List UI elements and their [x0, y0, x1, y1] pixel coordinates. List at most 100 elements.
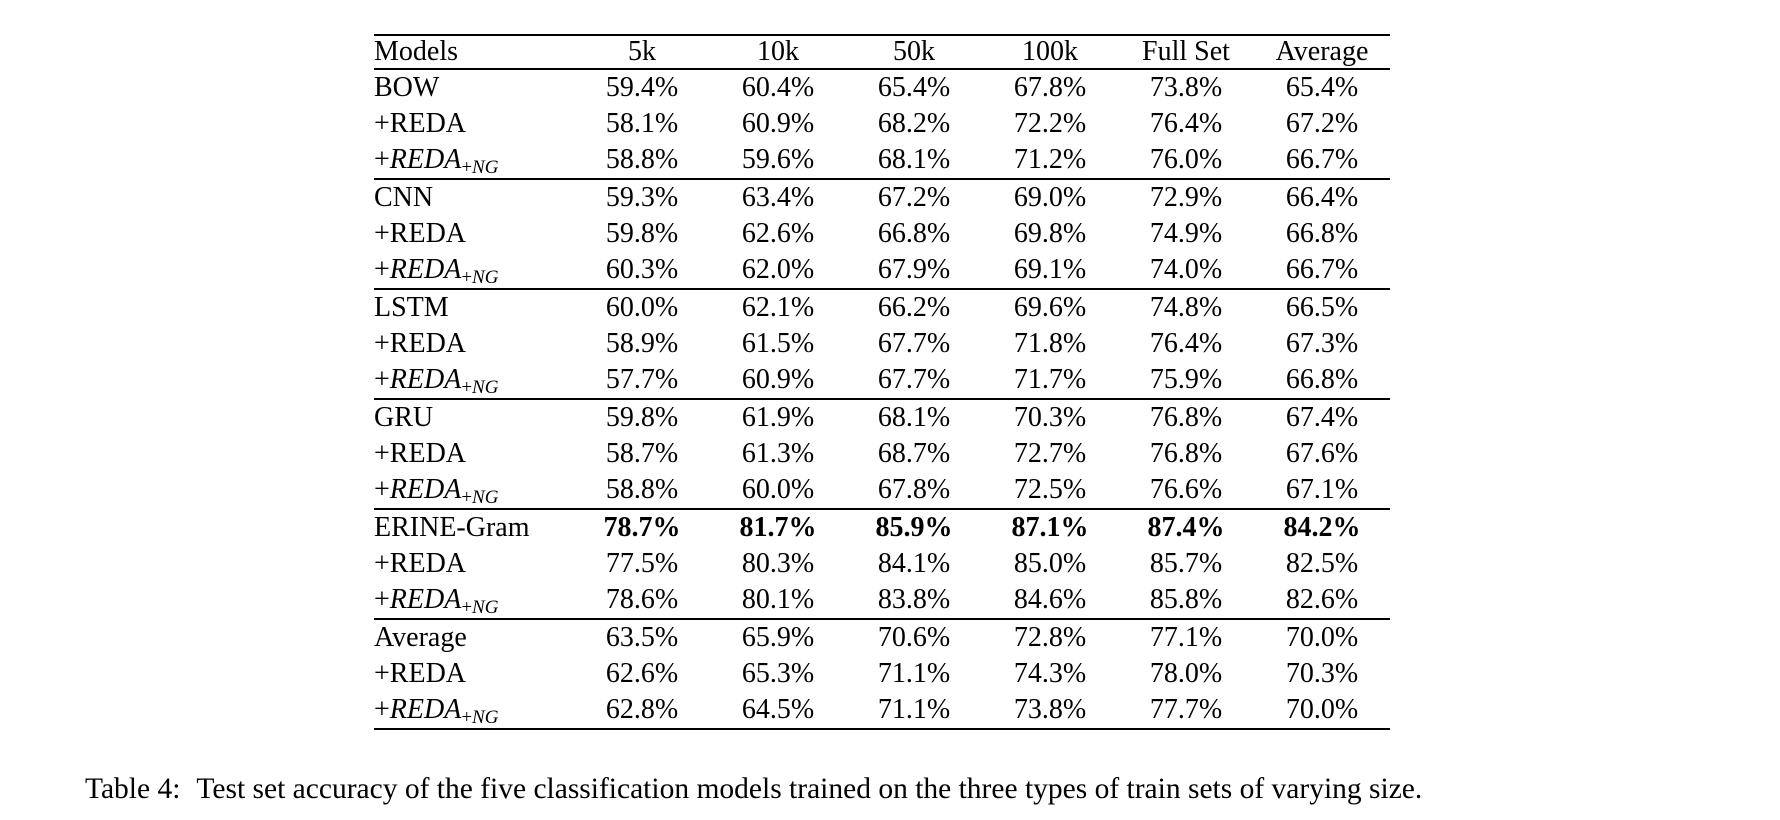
table-row: +REDA+NG 78.6% 80.1% 83.8% 84.6% 85.8% 82.6% [374, 582, 1390, 619]
model-label-cell: +REDA [374, 216, 574, 252]
value-cell: 68.2% [877, 108, 951, 139]
model-label-cell: +REDA [374, 326, 574, 362]
math-sub-text: NG [472, 487, 499, 509]
math-sub-plus-sign: + [461, 267, 473, 289]
value-cell: 61.9% [710, 398, 846, 436]
math-sub-plus-sign: + [461, 487, 473, 509]
value-cell: 58.8% [605, 144, 679, 175]
value-cell: 69.1% [1013, 254, 1087, 285]
value-cell: 82.6% [1285, 584, 1359, 615]
value-cell: 84.1% [877, 548, 951, 579]
value-cell: 76.4% [1149, 328, 1223, 359]
value-cell: 66.4% [1254, 178, 1390, 216]
value-cell: 84.6% [1013, 584, 1087, 615]
table-row: BOW 59.4% 60.4% 65.4% 67.8% 73.8% 65.4% [374, 68, 1390, 106]
value-cell: 70.3% [982, 398, 1118, 436]
value-cell: 68.7% [877, 438, 951, 469]
value-cell: 61.5% [741, 328, 815, 359]
column-header-50k: 50k [846, 34, 982, 70]
value-cell: 76.8% [1149, 438, 1223, 469]
math-sub-plus-sign: + [461, 157, 473, 179]
table-row: LSTM 60.0% 62.1% 66.2% 69.6% 74.8% 66.5% [374, 288, 1390, 326]
value-cell: 72.5% [1013, 474, 1087, 505]
math-sub-plus-sign: + [461, 707, 473, 729]
value-cell: 76.4% [1149, 108, 1223, 139]
value-cell: 59.4% [574, 68, 710, 106]
model-label: BOW [374, 72, 440, 103]
value-cell: 66.2% [846, 288, 982, 326]
table-row: +REDA+NG 60.3% 62.0% 67.9% 69.1% 74.0% 66.7% [374, 252, 1390, 289]
value-cell: 70.3% [1285, 658, 1359, 689]
table-row: +REDA+NG 62.8% 64.5% 71.1% 73.8% 77.7% 70.0% [374, 692, 1390, 730]
value-cell: 85.7% [1149, 548, 1223, 579]
value-cell: 59.3% [574, 178, 710, 216]
value-cell: 62.1% [710, 288, 846, 326]
model-label-cell: CNN [374, 178, 574, 216]
table-body: BOW 59.4% 60.4% 65.4% 67.8% 73.8% 65.4% +REDA 58… [374, 68, 1390, 730]
column-header-100k: 100k [982, 34, 1118, 70]
value-cell: 67.9% [877, 254, 951, 285]
math-plus-sign: + [374, 584, 390, 615]
model-label: CNN [374, 182, 434, 213]
math-label-main: REDA [389, 584, 462, 615]
column-header-full-set: Full Set [1118, 34, 1254, 70]
value-cell: 77.7% [1118, 692, 1254, 730]
value-cell: 68.1% [846, 398, 982, 436]
value-cell: 67.2% [1285, 108, 1359, 139]
model-label: +REDA [374, 658, 467, 689]
value-cell: 69.8% [1013, 218, 1087, 249]
value-cell: 65.9% [710, 618, 846, 656]
value-cell: 59.8% [574, 398, 710, 436]
model-label: +REDA [374, 218, 467, 249]
value-cell: 87.4% [1118, 508, 1254, 546]
value-cell: 63.4% [710, 178, 846, 216]
value-cell: 60.9% [741, 108, 815, 139]
value-cell: 67.7% [877, 328, 951, 359]
value-cell: 64.5% [710, 692, 846, 730]
value-cell: 67.6% [1285, 438, 1359, 469]
value-cell: 60.4% [710, 68, 846, 106]
math-plus-sign: + [374, 144, 390, 175]
math-sub-plus-sign: + [461, 377, 473, 399]
value-cell: 83.8% [877, 584, 951, 615]
model-label-cell: LSTM [374, 288, 574, 326]
value-cell: 78.7% [574, 508, 710, 546]
model-label-cell: ERINE-Gram [374, 508, 574, 546]
value-cell: 78.0% [1149, 658, 1223, 689]
value-cell: 73.8% [982, 692, 1118, 730]
value-cell: 71.1% [846, 692, 982, 730]
value-cell: 75.9% [1149, 364, 1223, 395]
value-cell: 76.6% [1149, 474, 1223, 505]
value-cell: 70.0% [1254, 618, 1390, 656]
value-cell: 77.5% [605, 548, 679, 579]
model-label-cell: +REDA+NG [374, 252, 574, 289]
math-plus-sign: + [374, 364, 390, 395]
value-cell: 59.6% [741, 144, 815, 175]
model-label-cell: +REDA+NG [374, 362, 574, 399]
value-cell: 74.8% [1118, 288, 1254, 326]
model-label: Average [374, 622, 467, 653]
math-label-main: REDA [389, 474, 462, 505]
value-cell: 63.5% [574, 618, 710, 656]
model-label: +REDA [374, 328, 467, 359]
value-cell: 62.8% [574, 692, 710, 730]
value-cell: 85.8% [1149, 584, 1223, 615]
value-cell: 76.0% [1149, 144, 1223, 175]
math-plus-sign: + [374, 254, 390, 285]
model-label-cell: BOW [374, 68, 574, 106]
value-cell: 78.6% [605, 584, 679, 615]
value-cell: 87.1% [982, 508, 1118, 546]
value-cell: 60.0% [574, 288, 710, 326]
value-cell: 58.9% [605, 328, 679, 359]
value-cell: 66.8% [1285, 364, 1359, 395]
header-row: Models 5k 10k 50k 100k Full Set Average [374, 34, 1390, 70]
table-row: ERINE-Gram 78.7% 81.7% 85.9% 87.1% 87.4% 84.2% [374, 508, 1390, 546]
value-cell: 59.8% [605, 218, 679, 249]
math-sub-text: NG [472, 157, 499, 179]
value-cell: 71.2% [1013, 144, 1087, 175]
value-cell: 77.1% [1118, 618, 1254, 656]
value-cell: 69.6% [982, 288, 1118, 326]
value-cell: 66.7% [1285, 254, 1359, 285]
value-cell: 67.7% [877, 364, 951, 395]
math-sub-plus-sign: + [461, 597, 473, 619]
